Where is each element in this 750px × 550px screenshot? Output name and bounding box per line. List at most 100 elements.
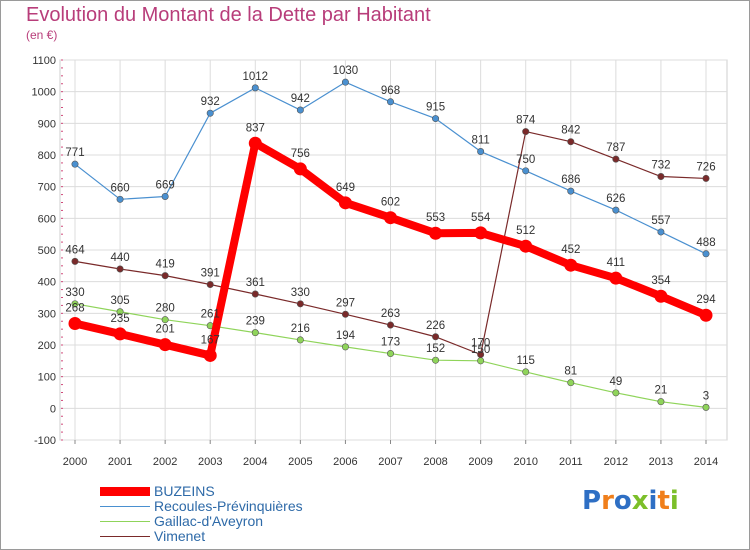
data-label: 464	[65, 244, 85, 256]
data-label: 440	[110, 252, 129, 264]
data-point	[158, 338, 172, 352]
data-label: 554	[471, 212, 491, 224]
data-label: 354	[651, 275, 671, 287]
y-tick-label: 400	[38, 277, 56, 289]
y-tick-label: 800	[38, 150, 56, 162]
data-label: 669	[156, 179, 175, 191]
data-point	[203, 348, 217, 362]
data-label: 452	[561, 244, 580, 256]
x-tick-label: 2013	[649, 456, 673, 468]
data-label: 294	[696, 294, 716, 306]
data-label: 411	[607, 257, 625, 269]
data-label: 115	[517, 355, 535, 367]
data-label: 626	[606, 193, 625, 205]
data-label: 330	[291, 287, 310, 299]
data-point	[657, 228, 665, 236]
legend-swatch-gaillac	[100, 521, 150, 522]
data-label: 787	[606, 142, 625, 154]
data-point	[567, 187, 575, 195]
y-tick-label: 500	[38, 245, 56, 257]
y-tick-label: 1000	[32, 87, 56, 99]
data-label: 942	[291, 93, 310, 105]
logo-letter: i	[669, 486, 679, 516]
data-point	[251, 84, 259, 92]
data-point	[657, 398, 665, 406]
grid-layer	[59, 59, 728, 441]
data-label: 686	[561, 174, 580, 186]
data-label: 1030	[333, 65, 359, 77]
data-label: 330	[65, 287, 84, 299]
data-label: 216	[291, 323, 310, 335]
data-point	[161, 316, 169, 324]
legend-label-recoules: Recoules-Prévinquières	[154, 498, 303, 514]
data-point	[116, 265, 124, 273]
data-label: 150	[471, 344, 490, 356]
data-point	[248, 136, 262, 150]
data-label: 557	[651, 215, 670, 227]
data-point	[113, 327, 127, 341]
data-point	[429, 226, 443, 240]
data-label: 263	[381, 308, 400, 320]
data-label-layer: 268 235 201 167 837 756 649 602 553 554 512 452 411 3…	[65, 65, 716, 402]
chart-title: Evolution du Montant de la Dette par Hab…	[26, 4, 431, 26]
data-point	[432, 115, 440, 123]
data-point	[386, 321, 394, 329]
data-label: 649	[336, 182, 355, 194]
data-label: 732	[651, 160, 670, 172]
logo-letter: P	[582, 486, 602, 516]
y-tick-label: 200	[38, 340, 56, 352]
data-label: 167	[201, 334, 220, 346]
x-tick-label: 2005	[288, 456, 312, 468]
data-point	[206, 109, 214, 117]
x-tick-label: 2003	[198, 456, 222, 468]
data-point	[296, 300, 304, 308]
data-label: 152	[426, 343, 445, 355]
data-point	[477, 350, 485, 358]
x-tick-label: 2010	[513, 456, 537, 468]
data-label: 932	[201, 96, 220, 108]
data-label: 268	[65, 302, 84, 314]
y-tick-label: 0	[50, 403, 56, 415]
data-label: 297	[336, 297, 355, 309]
data-point	[657, 173, 665, 181]
data-label: 194	[336, 330, 356, 342]
data-label: 361	[246, 277, 265, 289]
x-tick-label: 2002	[153, 456, 177, 468]
data-point	[432, 333, 440, 341]
data-label: 235	[110, 313, 129, 325]
data-point	[341, 310, 349, 318]
data-label: 771	[65, 147, 84, 159]
y-tick-label: 300	[38, 308, 56, 320]
proxiti-logo: Proxiti	[582, 486, 679, 516]
data-point	[522, 368, 530, 376]
data-label: 226	[426, 320, 445, 332]
logo-letter: o	[613, 486, 632, 516]
data-label: 915	[426, 102, 445, 114]
data-point	[612, 389, 620, 397]
data-point	[161, 272, 169, 280]
logo-letter: i	[648, 486, 658, 516]
data-point	[338, 196, 352, 210]
y-tick-label: 1100	[32, 55, 56, 67]
data-point	[477, 148, 485, 156]
legend-swatch-recoules	[100, 506, 150, 507]
data-point	[161, 192, 169, 200]
data-label: 756	[291, 148, 310, 160]
data-point	[341, 343, 349, 351]
data-point	[116, 308, 124, 316]
x-tick-label: 2004	[243, 456, 267, 468]
data-label: 280	[156, 303, 175, 315]
x-tick-label: 2006	[333, 456, 357, 468]
x-tick-label: 2008	[423, 456, 447, 468]
logo-letter: x	[631, 486, 649, 516]
y-tick-label: 900	[38, 118, 56, 130]
data-point	[251, 329, 259, 337]
data-label: 512	[516, 225, 535, 237]
data-point	[251, 290, 259, 298]
data-label: 811	[471, 135, 489, 147]
data-point	[477, 357, 485, 365]
data-point	[432, 356, 440, 364]
x-tick-label: 2009	[468, 456, 492, 468]
data-point	[293, 162, 307, 176]
x-tick-label: 2000	[63, 456, 87, 468]
